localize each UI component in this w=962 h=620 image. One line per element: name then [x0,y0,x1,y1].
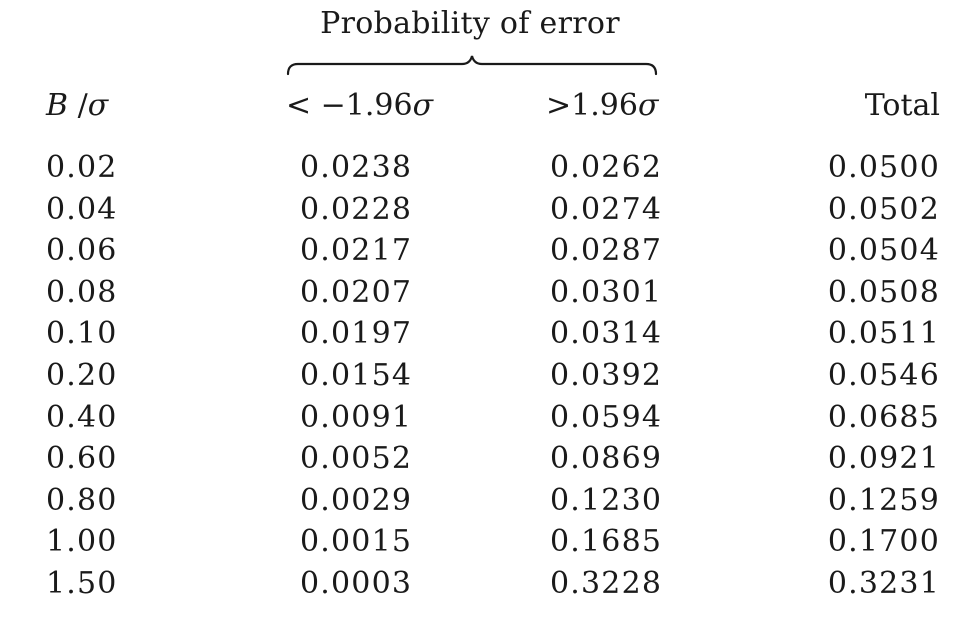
cell-b-sigma: 0.40 [46,399,118,435]
cell-total: 0.0685 [827,399,940,435]
cell-lower: 0.0228 [300,191,413,227]
group-brace [286,55,658,76]
cell-lower: 0.0015 [300,524,413,560]
cell-b-sigma: 1.00 [46,524,118,560]
table-row: 0.40 0.0091 0.0594 0.0685 [0,400,962,442]
cell-total: 0.1700 [827,524,940,560]
cell-lower: 0.0217 [300,233,413,269]
cell-upper: 0.3228 [550,565,663,601]
cell-total: 0.0511 [827,316,940,352]
cell-total: 0.0921 [827,441,940,477]
cell-b-sigma: 1.50 [46,565,118,601]
cell-total: 0.0504 [827,233,940,269]
cell-b-sigma: 0.04 [46,191,118,227]
column-headers: B /σ < −1.96σ >1.96σ Total [0,88,962,128]
table-row: 0.60 0.0052 0.0869 0.0921 [0,441,962,483]
table-row: 1.50 0.0003 0.3228 0.3231 [0,566,962,608]
cell-total: 0.0508 [827,274,940,310]
cell-total: 0.3231 [827,565,940,601]
cell-upper: 0.0392 [550,357,663,393]
cell-b-sigma: 0.08 [46,274,118,310]
cell-lower: 0.0091 [300,399,413,435]
cell-b-sigma: 0.06 [46,233,118,269]
table-row: 0.04 0.0228 0.0274 0.0502 [0,192,962,234]
header-below-lower: < −1.96σ [286,88,434,123]
cell-upper: 0.0314 [550,316,663,352]
group-header: Probability of error [320,6,620,41]
cell-lower: 0.0238 [300,150,413,185]
table-row: 0.02 0.0238 0.0262 0.0500 [0,150,962,192]
cell-lower: 0.0197 [300,316,413,352]
cell-upper: 0.0594 [550,399,663,435]
header-b-sigma: B /σ [46,88,109,123]
cell-b-sigma: 0.80 [46,482,118,518]
cell-total: 0.0502 [827,191,940,227]
cell-upper: 0.0262 [550,150,663,185]
cell-b-sigma: 0.60 [46,441,118,477]
header-above-upper: >1.96σ [546,88,659,123]
cell-upper: 0.1230 [550,482,663,518]
cell-upper: 0.0287 [550,233,663,269]
cell-upper: 0.1685 [550,524,663,560]
cell-total: 0.0546 [827,357,940,393]
table-row: 1.00 0.0015 0.1685 0.1700 [0,524,962,566]
table-row: 0.20 0.0154 0.0392 0.0546 [0,358,962,400]
table-row: 0.06 0.0217 0.0287 0.0504 [0,233,962,275]
cell-lower: 0.0052 [300,441,413,477]
header-total: Total [864,88,940,123]
cell-lower: 0.0154 [300,357,413,393]
cell-total: 0.0500 [827,150,940,185]
cell-b-sigma: 0.20 [46,357,118,393]
cell-upper: 0.0301 [550,274,663,310]
cell-b-sigma: 0.02 [46,150,118,185]
table-row: 0.80 0.0029 0.1230 0.1259 [0,483,962,525]
cell-total: 0.1259 [827,482,940,518]
table-row: 0.10 0.0197 0.0314 0.0511 [0,316,962,358]
cell-upper: 0.0869 [550,441,663,477]
table-row: 0.08 0.0207 0.0301 0.0508 [0,275,962,317]
cell-lower: 0.0029 [300,482,413,518]
cell-lower: 0.0207 [300,274,413,310]
cell-b-sigma: 0.10 [46,316,118,352]
table-body: 0.02 0.0238 0.0262 0.0500 0.04 0.0228 0.… [0,150,962,608]
cell-lower: 0.0003 [300,565,413,601]
cell-upper: 0.0274 [550,191,663,227]
